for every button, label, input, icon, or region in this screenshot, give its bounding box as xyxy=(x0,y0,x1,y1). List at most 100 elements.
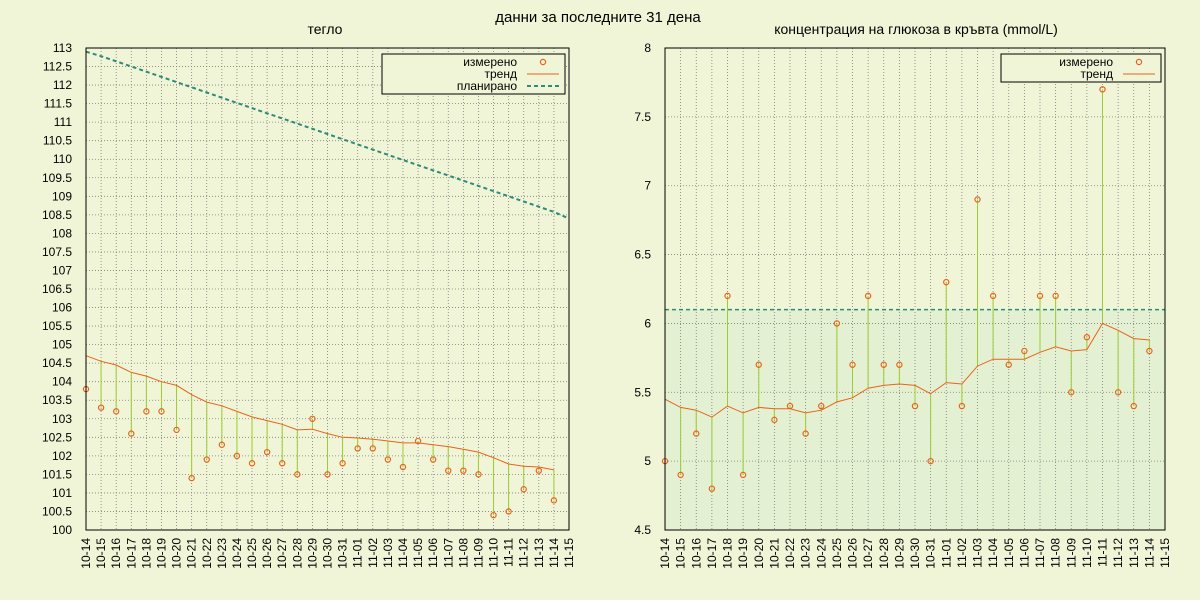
glucose-measured-point xyxy=(989,292,997,300)
glucose-measured-point xyxy=(708,485,716,492)
weight-x-tick-label: 10-30 xyxy=(321,538,335,569)
weight-x-tick-label: 11-11 xyxy=(502,538,516,567)
weight-y-tick-label: 106.5 xyxy=(42,282,72,296)
glucose-measured-point xyxy=(724,292,731,300)
glucose-measured-point xyxy=(739,471,747,479)
glucose-measured-point xyxy=(1005,361,1012,368)
weight-measured-point xyxy=(128,430,135,437)
weight-measured-point xyxy=(354,445,361,452)
glucose-x-tick-label: 11-09 xyxy=(1064,538,1078,568)
glucose-x-tick-label: 11-03 xyxy=(971,538,985,568)
weight-legend-label-planned: планирано xyxy=(457,79,517,93)
weight-measured-point xyxy=(248,460,256,467)
glucose-measured-point xyxy=(771,416,778,424)
weight-plot-border xyxy=(85,47,570,531)
weight-y-tick-label: 100 xyxy=(52,523,72,537)
glucose-x-tick-label: 11-14 xyxy=(1142,538,1156,568)
glucose-x-tick-label: 10-25 xyxy=(830,538,844,569)
weight-x-tick-label: 11-09 xyxy=(471,538,485,568)
weight-x-tick-label: 11-10 xyxy=(487,538,501,568)
glucose-y-tick-label: 5 xyxy=(644,454,651,468)
weight-x-tick-label: 10-20 xyxy=(170,538,184,569)
weight-measured-point xyxy=(445,467,452,474)
weight-y-tick-label: 107.5 xyxy=(42,245,72,259)
glucose-legend-label-measured: измерено xyxy=(1059,55,1113,69)
weight-y-tick-label: 111 xyxy=(54,115,73,129)
glucose-x-tick-label: 11-15 xyxy=(1158,538,1172,568)
weight-y-tick-label: 106 xyxy=(52,301,72,315)
weight-x-tick-label: 11-14 xyxy=(547,538,561,568)
glucose-y-tick-label: 4.5 xyxy=(634,523,651,537)
glucose-measured-point xyxy=(1130,402,1137,410)
glucose-legend-swatch-measured xyxy=(1135,58,1143,66)
glucose-x-tick-label: 11-08 xyxy=(1049,538,1063,568)
glucose-x-tick-label: 10-24 xyxy=(814,538,828,569)
weight-y-tick-label: 103.5 xyxy=(42,393,72,407)
weight-x-tick-label: 10-22 xyxy=(200,538,214,569)
glucose-measured-point xyxy=(1036,292,1044,300)
weight-y-tick-label: 102.5 xyxy=(42,430,72,444)
weight-measured-point xyxy=(399,463,407,471)
glucose-measured-point xyxy=(1114,389,1122,396)
weight-y-tick-label: 107 xyxy=(52,263,72,277)
weight-x-tick-label: 11-03 xyxy=(381,538,395,568)
weight-y-tick-label: 101.5 xyxy=(42,467,72,481)
weight-x-tick-label: 10-28 xyxy=(290,538,304,569)
glucose-measured-point xyxy=(911,402,919,410)
weight-legend-label-measured: измерено xyxy=(463,55,517,69)
weight-measured-point xyxy=(520,486,527,493)
weight-x-tick-label: 10-16 xyxy=(109,538,123,569)
weight-x-tick-label: 10-18 xyxy=(139,538,153,569)
glucose-x-tick-label: 10-14 xyxy=(658,538,672,569)
weight-measured-point xyxy=(188,474,195,482)
weight-y-tick-label: 102 xyxy=(52,449,72,463)
glucose-measured-point xyxy=(1146,347,1153,355)
glucose-x-tick-label: 10-28 xyxy=(877,538,891,569)
weight-measured-point xyxy=(218,441,226,448)
glucose-measured-point xyxy=(818,402,825,410)
glucose-x-tick-label: 10-30 xyxy=(908,538,922,569)
weight-measured-point xyxy=(429,456,437,463)
glucose-target-band xyxy=(665,309,1165,530)
glucose-measured-point xyxy=(786,402,794,410)
weight-y-tick-label: 110.5 xyxy=(43,134,72,148)
weight-x-tick-label: 10-17 xyxy=(124,538,138,569)
weight-x-tick-label: 11-05 xyxy=(411,538,425,568)
weight-x-tick-label: 11-04 xyxy=(396,538,410,568)
weight-measured-point xyxy=(263,448,271,456)
weight-x-tick-label: 11-13 xyxy=(532,538,546,568)
weight-y-tick-label: 112.5 xyxy=(43,60,72,74)
weight-measured-point xyxy=(233,452,241,460)
glucose-x-tick-label: 11-02 xyxy=(955,538,969,568)
glucose-x-tick-label: 11-06 xyxy=(1017,538,1031,568)
weight-trend-line xyxy=(85,355,554,471)
glucose-x-tick-label: 11-04 xyxy=(986,538,1000,568)
weight-y-tick-label: 112 xyxy=(53,78,72,92)
weight-legend-swatch-measured xyxy=(539,58,547,66)
weight-y-tick-label: 108.5 xyxy=(42,208,72,222)
weight-y-tick-label: 109 xyxy=(52,189,72,203)
glucose-x-tick-label: 11-11 xyxy=(1096,538,1110,567)
glucose-x-tick-label: 10-16 xyxy=(689,538,703,569)
glucose-x-tick-label: 10-31 xyxy=(924,538,938,569)
weight-x-tick-label: 11-08 xyxy=(456,538,470,568)
glucose-measured-point xyxy=(880,361,887,368)
glucose-measured-point xyxy=(927,457,934,465)
glucose-y-tick-label: 8 xyxy=(644,41,651,55)
glucose-x-tick-label: 10-29 xyxy=(892,538,906,569)
glucose-chart-title: концентрация на глюкоза в кръвта (mmol/L… xyxy=(774,21,1058,37)
weight-x-tick-label: 11-02 xyxy=(366,538,380,568)
weight-measured-point xyxy=(550,497,558,504)
glucose-measured-point xyxy=(896,361,903,368)
weight-measured-point xyxy=(460,467,467,474)
weight-measured-point xyxy=(97,404,105,411)
weight-x-tick-label: 10-29 xyxy=(305,538,319,569)
glucose-x-tick-label: 10-18 xyxy=(721,538,735,569)
glucose-measured-point xyxy=(943,278,950,286)
weight-measured-point xyxy=(294,471,301,478)
weight-y-tick-label: 104 xyxy=(52,375,72,389)
glucose-plot-border xyxy=(664,47,1166,531)
weight-x-tick-label: 10-14 xyxy=(79,538,93,569)
glucose-measured-point xyxy=(1052,292,1059,300)
